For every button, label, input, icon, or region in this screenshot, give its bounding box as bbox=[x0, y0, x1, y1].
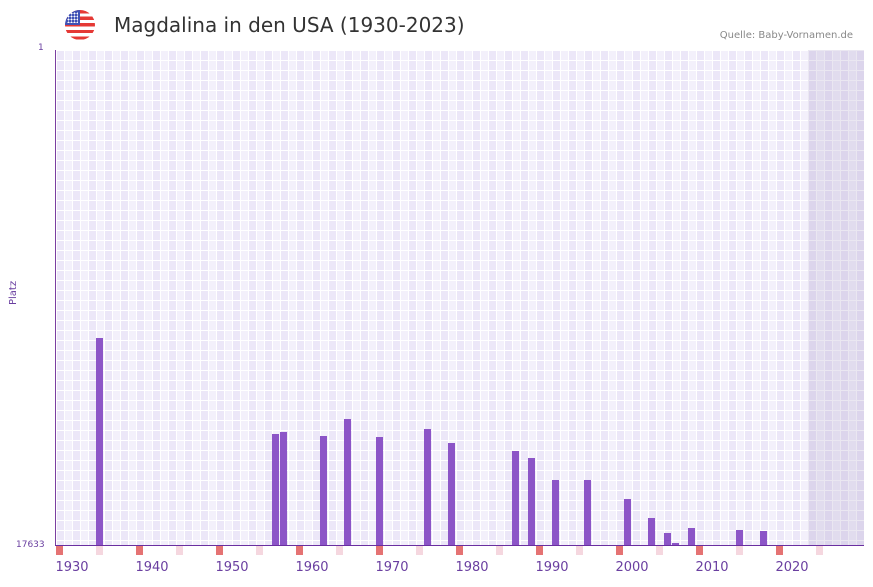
year-mark bbox=[96, 546, 103, 555]
x-tick-label: 1950 bbox=[215, 560, 249, 575]
year-mark bbox=[656, 546, 663, 555]
y-axis-line bbox=[55, 50, 56, 546]
year-mark bbox=[696, 546, 703, 555]
bar-2002[interactable] bbox=[648, 518, 655, 545]
year-mark bbox=[56, 546, 63, 555]
bar-2007[interactable] bbox=[688, 528, 695, 545]
source-label: Quelle: Baby-Vornamen.de bbox=[719, 30, 853, 41]
y-axis-top-label: 1 bbox=[38, 43, 44, 53]
bar-1990[interactable] bbox=[552, 480, 559, 545]
year-mark bbox=[296, 546, 303, 555]
x-tick-label: 2020 bbox=[775, 560, 809, 575]
year-mark bbox=[816, 546, 823, 555]
y-axis-title: Platz bbox=[8, 280, 19, 305]
x-tick-label: 1940 bbox=[135, 560, 169, 575]
bar-1994[interactable] bbox=[584, 480, 591, 545]
chart-title: Magdalina in den USA (1930-2023) bbox=[114, 13, 465, 37]
year-mark bbox=[736, 546, 743, 555]
x-axis-line bbox=[55, 545, 864, 546]
year-mark bbox=[416, 546, 423, 555]
y-axis-bottom-label: 17633 bbox=[16, 540, 45, 550]
x-axis-labels: 1930 1940 1950 1960 1970 1980 1990 2000 2010 2020 bbox=[0, 560, 873, 580]
x-tick-label: 2010 bbox=[695, 560, 729, 575]
bar-1933[interactable] bbox=[96, 338, 103, 545]
bar-2005[interactable] bbox=[672, 543, 679, 545]
bar-1968[interactable] bbox=[376, 437, 383, 545]
year-mark bbox=[616, 546, 623, 555]
bar-1956[interactable] bbox=[280, 432, 287, 545]
year-mark bbox=[536, 546, 543, 555]
bar-1999[interactable] bbox=[624, 499, 631, 545]
bar-1955[interactable] bbox=[272, 434, 279, 545]
us-flag-icon bbox=[65, 10, 95, 40]
year-mark bbox=[216, 546, 223, 555]
bar-1977[interactable] bbox=[448, 443, 455, 545]
future-shade bbox=[808, 50, 864, 545]
year-mark bbox=[256, 546, 263, 555]
bar-1985[interactable] bbox=[512, 451, 519, 545]
year-mark bbox=[496, 546, 503, 555]
bar-2016[interactable] bbox=[760, 531, 767, 545]
x-tick-label: 1990 bbox=[535, 560, 569, 575]
year-mark bbox=[576, 546, 583, 555]
bar-1974[interactable] bbox=[424, 429, 431, 545]
bar-1987[interactable] bbox=[528, 458, 535, 545]
x-tick-label: 1970 bbox=[375, 560, 409, 575]
year-markers bbox=[56, 546, 864, 556]
year-mark bbox=[776, 546, 783, 555]
year-mark bbox=[136, 546, 143, 555]
year-mark bbox=[376, 546, 383, 555]
plot-area bbox=[56, 50, 864, 545]
bar-2004[interactable] bbox=[664, 533, 671, 545]
year-mark bbox=[176, 546, 183, 555]
chart-header: Magdalina in den USA (1930-2023) Quelle:… bbox=[0, 0, 873, 50]
x-tick-label: 2000 bbox=[615, 560, 649, 575]
x-tick-label: 1930 bbox=[55, 560, 89, 575]
bar-1964[interactable] bbox=[344, 419, 351, 545]
year-mark bbox=[336, 546, 343, 555]
x-tick-label: 1960 bbox=[295, 560, 329, 575]
year-mark bbox=[456, 546, 463, 555]
x-tick-label: 1980 bbox=[455, 560, 489, 575]
bar-2013[interactable] bbox=[736, 530, 743, 545]
bar-1961[interactable] bbox=[320, 436, 327, 545]
